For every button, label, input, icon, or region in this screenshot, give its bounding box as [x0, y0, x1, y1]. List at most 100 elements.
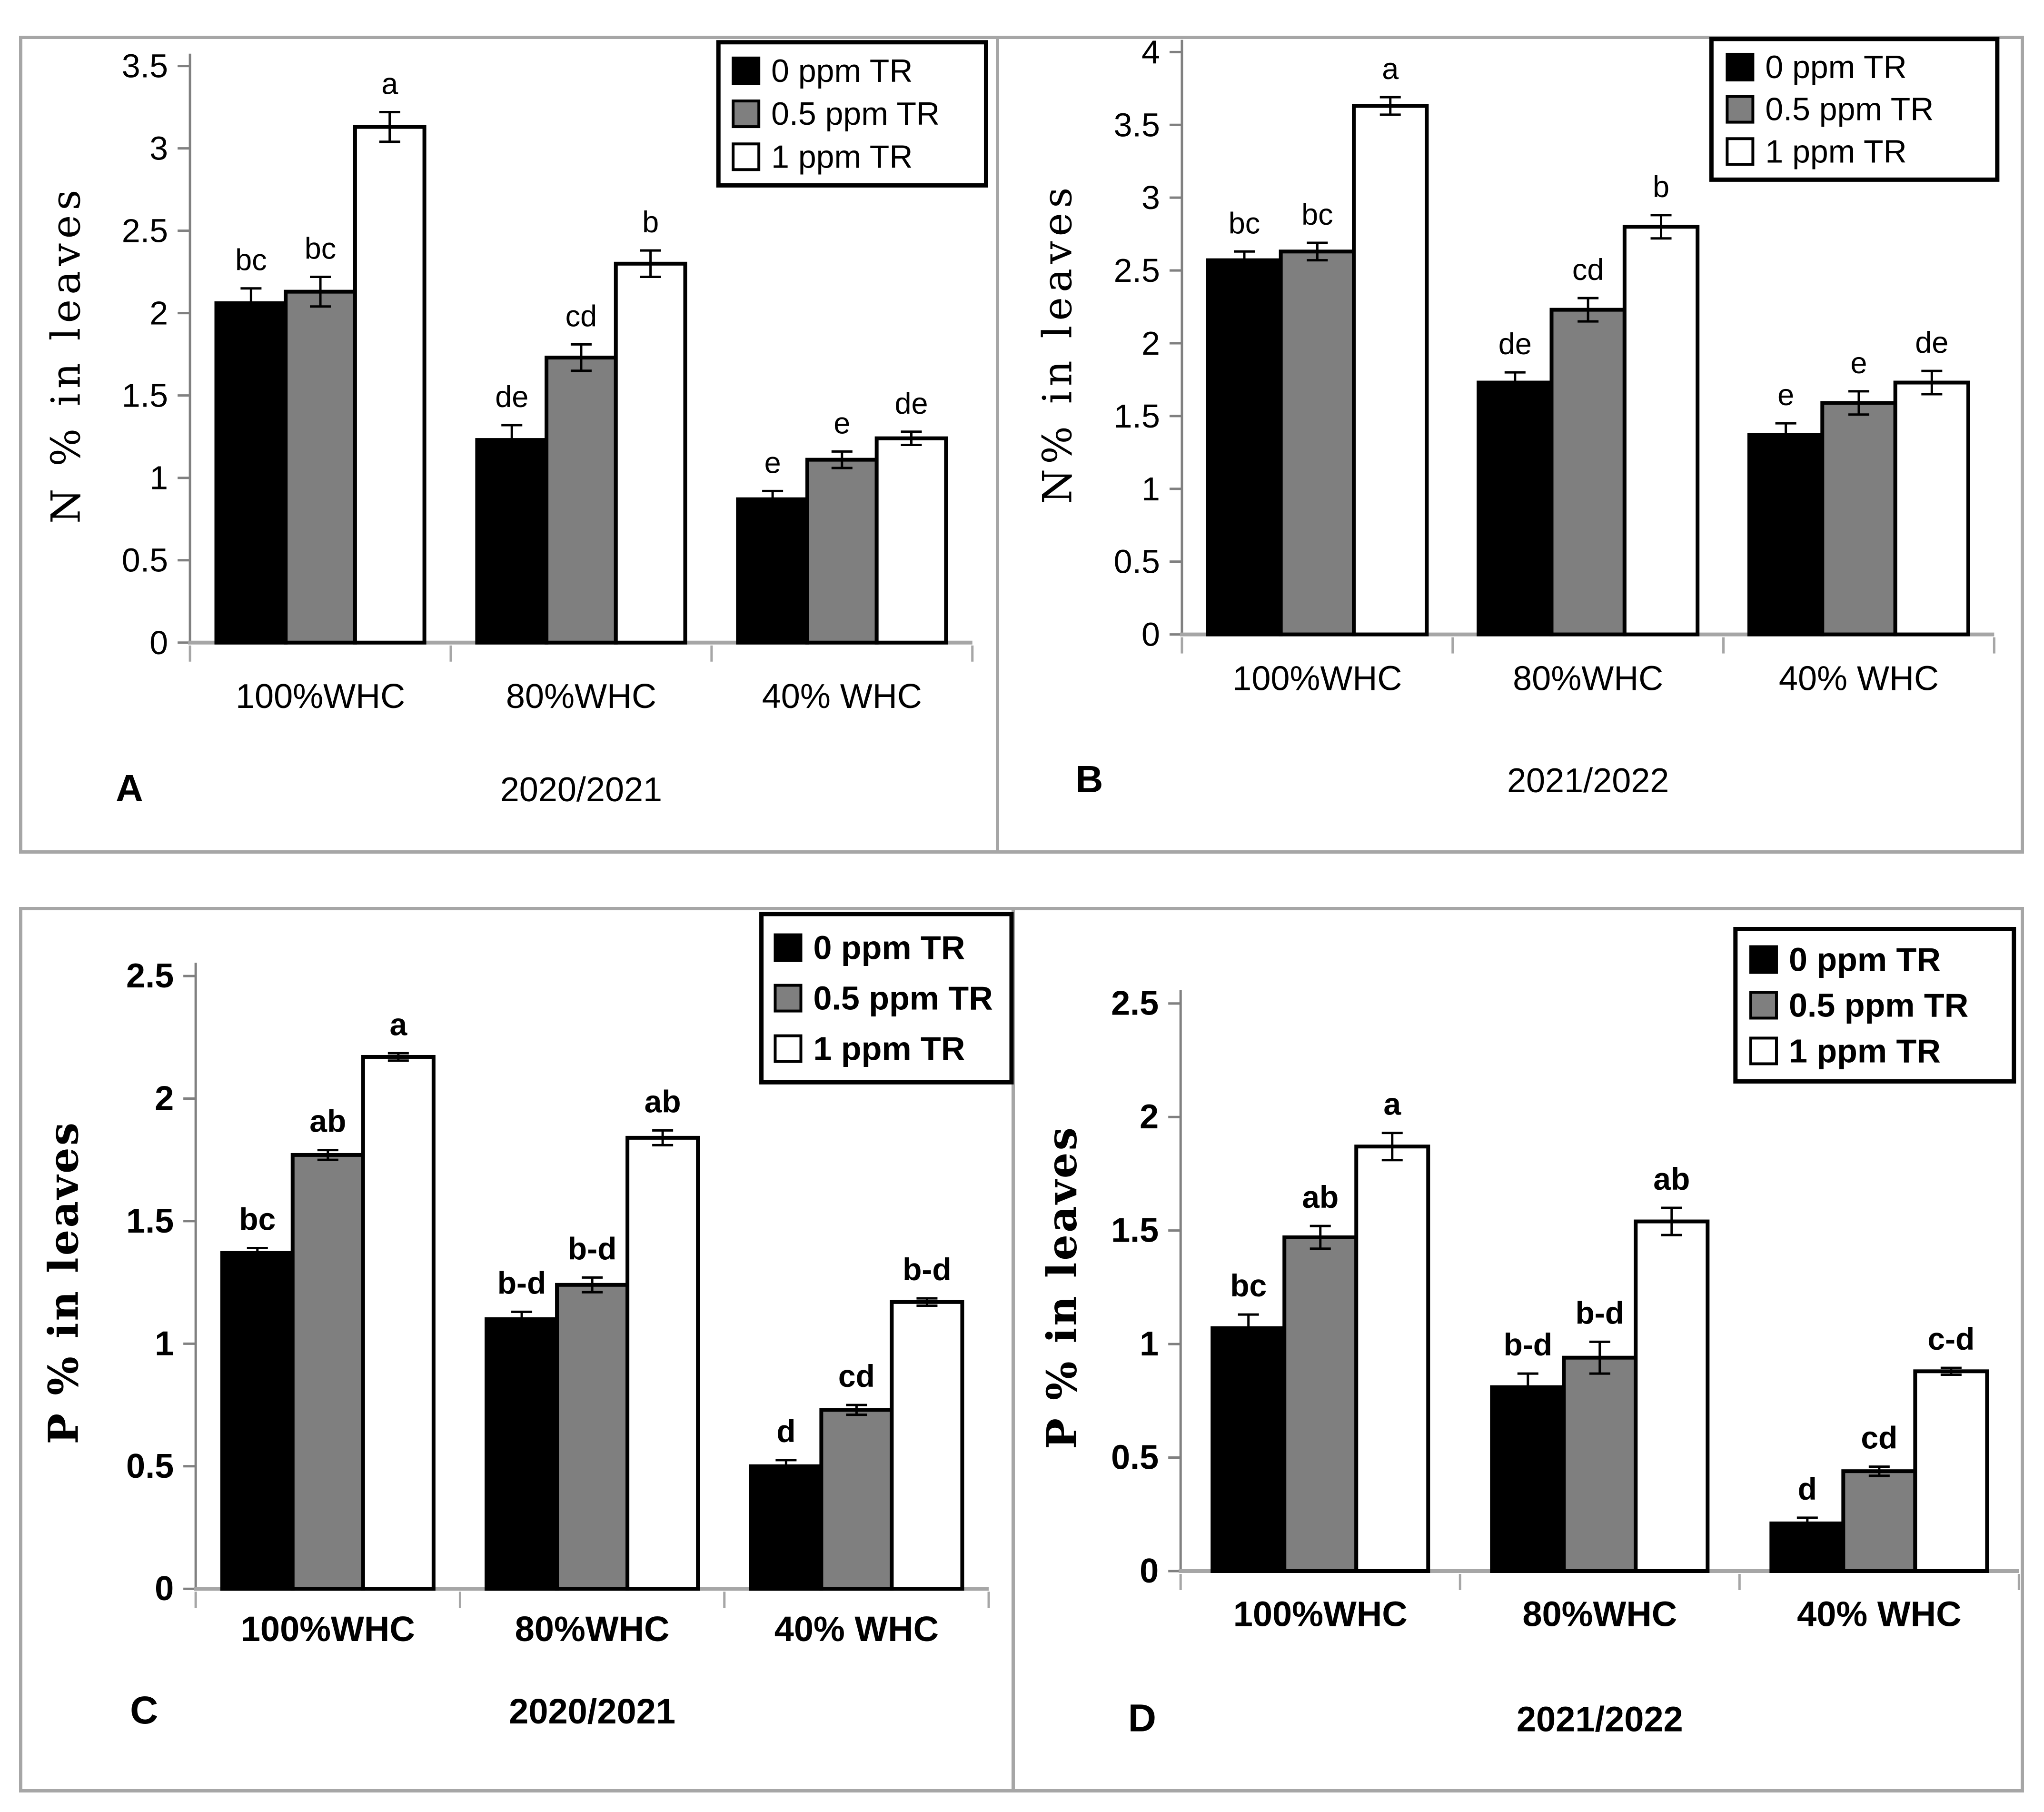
significance-letter: e: [1850, 347, 1867, 380]
legend-swatch-0.5-ppm-TR: [774, 984, 803, 1013]
y-tick-label: 1: [155, 1324, 174, 1363]
category-label: 100%WHC: [1233, 1594, 1408, 1633]
significance-letter: b: [1653, 170, 1669, 204]
panel-letter: C: [130, 1689, 158, 1732]
y-tick-label: 4: [1141, 33, 1160, 70]
category-label: 40% WHC: [762, 677, 922, 716]
bar-0-ppm-TR-40%WHC: [749, 1464, 824, 1591]
legend-box: [1733, 927, 2016, 1084]
legend-swatch-1-ppm-TR: [732, 142, 761, 171]
y-tick-label: 2.5: [126, 957, 174, 995]
significance-letter: b-d: [568, 1231, 617, 1266]
bar-0-ppm-TR-80%WHC: [475, 438, 549, 645]
x-axis-title: 2021/2022: [1507, 762, 1669, 800]
significance-letter: de: [894, 387, 928, 420]
bar-1-ppm-TR-80%WHC: [1622, 225, 1700, 637]
significance-letter: bc: [1229, 207, 1260, 240]
y-tick-label: 1: [149, 459, 168, 497]
significance-letter: de: [495, 380, 528, 414]
panel-D-chart: 0 0.5 1 1.5 2 2.5 bc ab a 100%WHC b-d b-d ab 80%WHC d c…: [1038, 927, 2020, 1740]
bar-0.5-ppm-TR-40%WHC: [1820, 401, 1897, 637]
significance-letter: de: [1915, 326, 1948, 359]
significance-letter: b-d: [1575, 1295, 1624, 1330]
category-label: 100%WHC: [236, 677, 405, 716]
legend-label: 0 ppm TR: [1789, 941, 1941, 978]
bar-1-ppm-TR-40%WHC: [890, 1300, 964, 1591]
bar-0.5-ppm-TR-80%WHC: [1562, 1355, 1638, 1573]
bar-0.5-ppm-TR-40%WHC: [805, 458, 879, 645]
category-label: 80%WHC: [1513, 659, 1663, 697]
significance-letter: a: [1383, 1086, 1401, 1122]
significance-letter: a: [1382, 52, 1399, 86]
y-tick-label: 0: [1141, 616, 1160, 653]
legend-box: [1709, 37, 2000, 182]
x-axis-title: 2020/2021: [509, 1692, 675, 1731]
bar-0-ppm-TR-100%WHC: [1211, 1326, 1287, 1573]
y-tick-label: 0: [1140, 1552, 1159, 1590]
y-tick-label: 2: [155, 1080, 174, 1118]
y-tick-label: 0: [155, 1570, 174, 1608]
legend-label: 1 ppm TR: [771, 139, 913, 175]
y-tick-label: 0: [149, 624, 168, 661]
y-tick-label: 3.5: [1114, 106, 1160, 143]
panel-A-chart: 0 0.5 1 1.5 2 2.5 3 3.5 bc bc a 100%WHC de cd b 80%WHC e…: [42, 40, 988, 809]
significance-letter: e: [764, 446, 781, 479]
bar-1-ppm-TR-100%WHC: [1352, 104, 1429, 637]
significance-letter: ab: [1302, 1179, 1339, 1215]
bar-1-ppm-TR-100%WHC: [1354, 1145, 1430, 1573]
significance-letter: de: [1498, 328, 1532, 361]
significance-letter: e: [1777, 378, 1794, 412]
y-tick-label: 1.5: [126, 1202, 174, 1240]
legend-swatch-0.5-ppm-TR: [732, 100, 761, 129]
bar-0.5-ppm-TR-100%WHC: [1279, 249, 1356, 637]
significance-letter: bc: [1230, 1268, 1267, 1303]
panel-divider-bottom: [1012, 907, 1015, 1792]
y-tick-label: 2.5: [122, 212, 168, 249]
legend-swatch-0-ppm-TR: [732, 56, 761, 85]
legend-swatch-0.5-ppm-TR: [1726, 95, 1755, 124]
y-tick-label: 2: [1141, 325, 1160, 362]
significance-letter: cd: [566, 299, 597, 333]
y-axis-title: N % in leaves: [42, 185, 89, 523]
significance-letter: b-d: [903, 1252, 952, 1287]
y-tick-label: 2.5: [1114, 252, 1160, 289]
significance-letter: bc: [305, 232, 337, 266]
bar-0-ppm-TR-40%WHC: [1747, 433, 1825, 637]
bar-1-ppm-TR-80%WHC: [614, 261, 687, 645]
bar-0-ppm-TR-100%WHC: [220, 1251, 295, 1591]
significance-letter: bc: [1301, 198, 1333, 231]
panel-letter: A: [116, 767, 143, 809]
legend-label: 0.5 ppm TR: [771, 96, 940, 132]
legend-label: 0.5 ppm TR: [813, 980, 992, 1017]
legend-swatch-1-ppm-TR: [1749, 1036, 1778, 1065]
bar-1-ppm-TR-80%WHC: [625, 1135, 700, 1591]
category-label: 100%WHC: [241, 1609, 415, 1649]
y-tick-label: 2: [1140, 1098, 1159, 1136]
legend-swatch-0.5-ppm-TR: [1749, 991, 1778, 1020]
bar-1-ppm-TR-40%WHC: [1893, 380, 1971, 637]
bar-1-ppm-TR-80%WHC: [1634, 1219, 1710, 1573]
category-label: 40% WHC: [1797, 1594, 1961, 1633]
category-label: 40% WHC: [1779, 659, 1939, 697]
bar-1-ppm-TR-100%WHC: [353, 125, 427, 645]
legend-swatch-1-ppm-TR: [774, 1034, 803, 1063]
significance-letter: bc: [235, 244, 267, 277]
y-tick-label: 3.5: [122, 48, 168, 85]
significance-letter: bc: [239, 1202, 276, 1237]
significance-letter: ab: [309, 1104, 346, 1139]
y-tick-label: 1.5: [122, 377, 168, 414]
bar-0-ppm-TR-80%WHC: [485, 1317, 559, 1591]
legend-swatch-0-ppm-TR: [774, 933, 803, 962]
legend-label: 1 ppm TR: [1789, 1032, 1941, 1069]
legend-label: 0 ppm TR: [813, 929, 965, 966]
y-axis-title: N% in leaves: [1034, 183, 1081, 504]
bar-0.5-ppm-TR-100%WHC: [1282, 1235, 1359, 1573]
significance-letter: d: [776, 1414, 795, 1449]
bar-0.5-ppm-TR-80%WHC: [1549, 308, 1627, 637]
y-tick-label: 0.5: [122, 542, 168, 579]
significance-letter: ab: [1653, 1161, 1690, 1196]
category-label: 40% WHC: [774, 1609, 939, 1649]
y-axis-title: P % in leaves: [40, 1121, 88, 1444]
bar-0-ppm-TR-40%WHC: [1769, 1521, 1846, 1573]
bar-0.5-ppm-TR-100%WHC: [290, 1153, 365, 1591]
